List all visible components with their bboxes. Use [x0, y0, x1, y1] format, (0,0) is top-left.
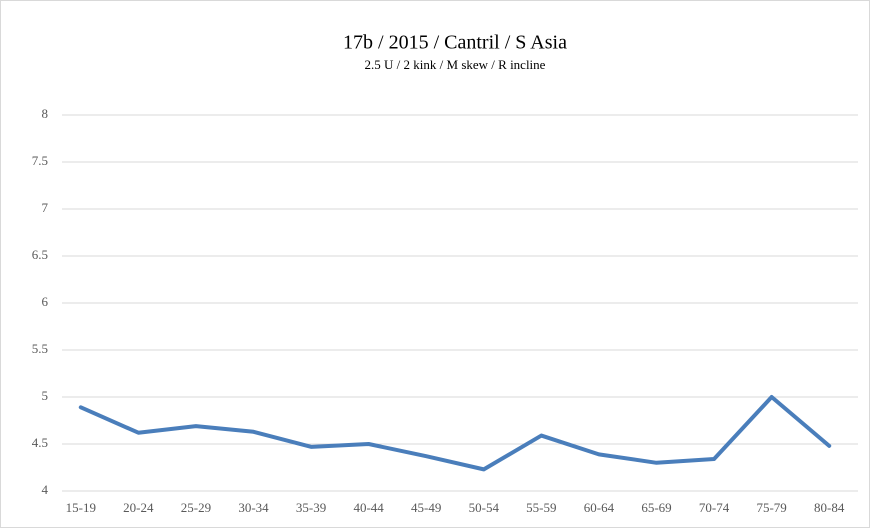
y-tick-label: 5 — [42, 388, 49, 403]
line-series — [78, 395, 832, 472]
x-tick-label: 35-39 — [296, 500, 326, 515]
y-tick-label: 7.5 — [32, 153, 48, 168]
y-tick-label: 6.5 — [32, 247, 48, 262]
x-tick-label: 60-64 — [584, 500, 615, 515]
chart-title: 17b / 2015 / Cantril / S Asia — [343, 32, 567, 54]
x-tick-label: 50-54 — [469, 500, 500, 515]
y-tick-label: 8 — [42, 106, 49, 121]
x-tick-label: 55-59 — [526, 500, 556, 515]
x-tick-label: 40-44 — [353, 500, 384, 515]
x-tick-label: 70-74 — [699, 500, 730, 515]
y-tick-label: 4 — [42, 482, 49, 497]
x-tick-label: 75-79 — [756, 500, 786, 515]
y-tick-label: 6 — [42, 294, 49, 309]
x-tick-label: 45-49 — [411, 500, 441, 515]
y-tick-label: 4.5 — [32, 435, 48, 450]
chart-subtitle: 2.5 U / 2 kink / M skew / R incline — [365, 57, 546, 72]
x-tick-label: 80-84 — [814, 500, 845, 515]
y-tick-label: 7 — [42, 200, 49, 215]
x-tick-label: 25-29 — [181, 500, 211, 515]
x-tick-label: 15-19 — [66, 500, 96, 515]
x-tick-label: 65-69 — [641, 500, 671, 515]
y-tick-label: 5.5 — [32, 341, 48, 356]
x-tick-label: 20-24 — [123, 500, 154, 515]
x-tick-label: 30-34 — [238, 500, 269, 515]
